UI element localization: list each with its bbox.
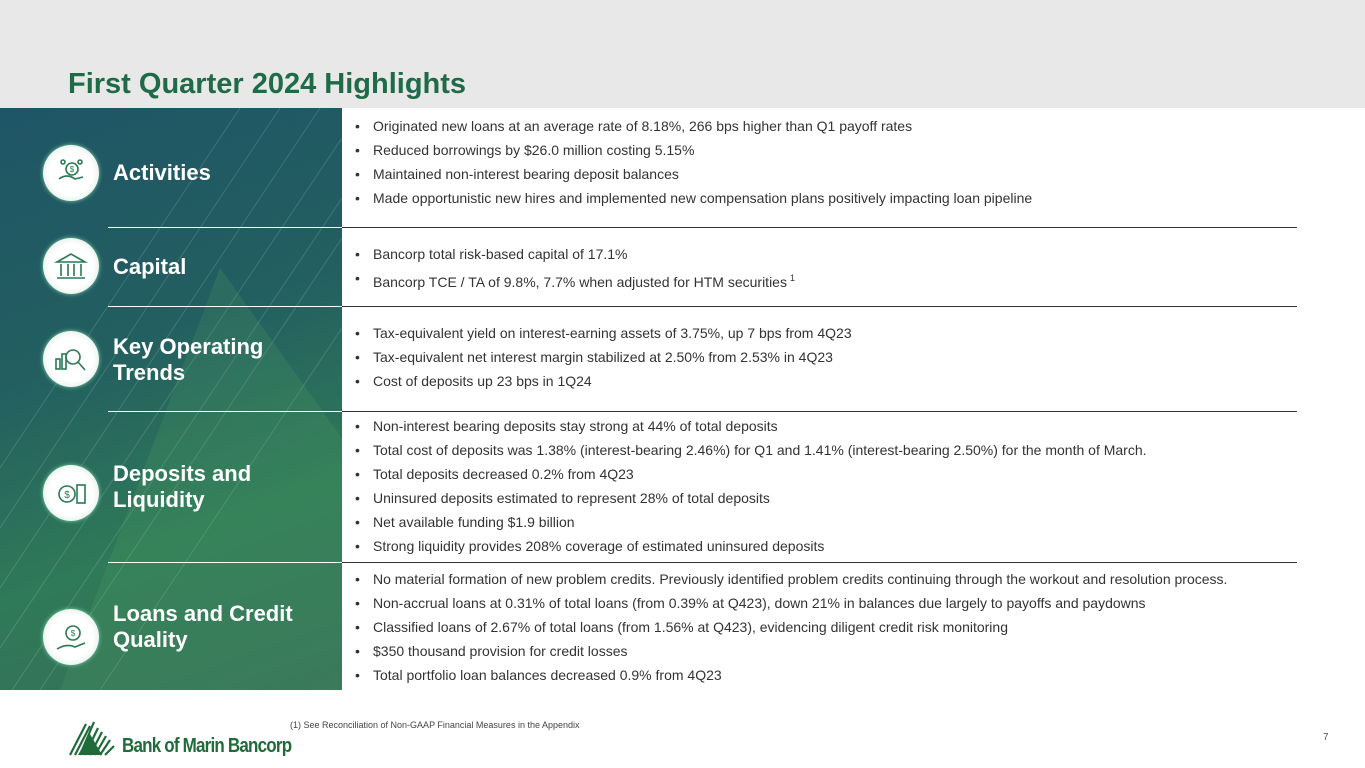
bullet-item: Net available funding $1.9 billion: [355, 510, 1147, 534]
divider: [342, 306, 1297, 307]
company-logo: Bank of Marin Bancorp: [68, 718, 292, 757]
divider: [108, 227, 342, 228]
svg-text:$: $: [64, 490, 70, 501]
bullet-item: Strong liquidity provides 208% coverage …: [355, 534, 1147, 558]
bullet-item: Uninsured deposits estimated to represen…: [355, 486, 1147, 510]
bullet-item: Total portfolio loan balances decreased …: [355, 663, 1227, 687]
category-panel: [0, 108, 342, 690]
bullet-item: Bancorp total risk-based capital of 17.1…: [355, 242, 795, 266]
header-band: [0, 0, 1365, 108]
bullet-item: No material formation of new problem cre…: [355, 567, 1227, 591]
bullet-item: Total cost of deposits was 1.38% (intere…: [355, 438, 1147, 462]
divider: [108, 562, 342, 563]
bullet-item: Reduced borrowings by $26.0 million cost…: [355, 138, 1032, 162]
bullet-item: Made opportunistic new hires and impleme…: [355, 186, 1032, 210]
bullet-item: Total deposits decreased 0.2% from 4Q23: [355, 462, 1147, 486]
divider: [342, 562, 1297, 563]
bullet-list: Non-interest bearing deposits stay stron…: [355, 414, 1147, 558]
page-title: First Quarter 2024 Highlights: [68, 68, 467, 100]
bullet-list: Tax-equivalent yield on interest-earning…: [355, 321, 852, 393]
bullet-item: Originated new loans at an average rate …: [355, 114, 1032, 138]
svg-text:$: $: [71, 629, 76, 638]
bullet-item: Tax-equivalent yield on interest-earning…: [355, 321, 852, 345]
page-number: 7: [1323, 732, 1329, 743]
logo-mountain-icon: [69, 721, 115, 756]
bullet-item: Maintained non-interest bearing deposit …: [355, 162, 1032, 186]
coins-icon: $: [43, 465, 99, 521]
bullet-item: Classified loans of 2.67% of total loans…: [355, 615, 1227, 639]
bullet-list: Originated new loans at an average rate …: [355, 114, 1032, 210]
bullet-item: Cost of deposits up 23 bps in 1Q24: [355, 369, 852, 393]
svg-text:$: $: [70, 165, 75, 174]
bullet-item: Tax-equivalent net interest margin stabi…: [355, 345, 852, 369]
bank-building-icon: [43, 238, 99, 294]
section-label: Activities: [113, 160, 211, 185]
footnote-mark: 1: [789, 273, 795, 283]
footnote: (1) See Reconciliation of Non-GAAP Finan…: [290, 720, 580, 730]
section-label: Loans and Credit Quality: [113, 601, 293, 652]
chart-magnifier-icon: [43, 331, 99, 387]
divider: [342, 411, 1297, 412]
hand-money-icon: $: [43, 145, 99, 201]
hand-coin-icon: $: [43, 609, 99, 665]
bullet-item: Non-interest bearing deposits stay stron…: [355, 414, 1147, 438]
divider: [108, 306, 342, 307]
bullet-list: No material formation of new problem cre…: [355, 567, 1227, 687]
bullet-item: Non-accrual loans at 0.31% of total loan…: [355, 591, 1227, 615]
bullet-item: $350 thousand provision for credit losse…: [355, 639, 1227, 663]
section-label: Deposits and Liquidity: [113, 461, 252, 512]
section-label: Key Operating Trends: [113, 334, 264, 385]
section-label: Capital: [113, 254, 187, 279]
divider: [108, 411, 342, 412]
bullet-list: Bancorp total risk-based capital of 17.1…: [355, 242, 795, 290]
bullet-item: Bancorp TCE / TA of 9.8%, 7.7% when adju…: [355, 266, 795, 290]
divider: [342, 227, 1297, 228]
